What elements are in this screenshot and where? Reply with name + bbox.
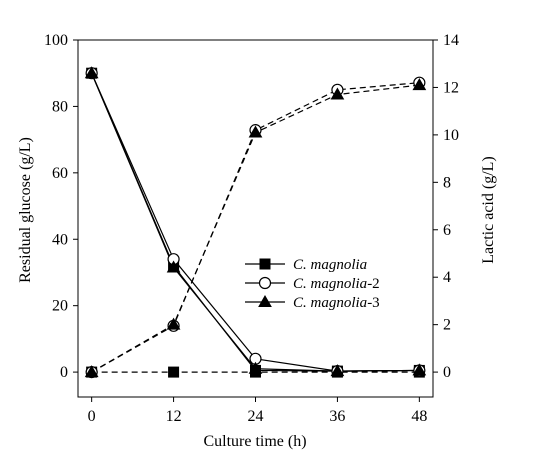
glucose-line-square [91,72,420,372]
glucose-point-triangle [166,260,181,273]
x-tick-label: 48 [411,408,427,425]
lactic-point-triangle [330,87,345,100]
x-ticks: 0 12 24 36 48 [88,397,427,425]
y-right-tick-label: 12 [443,79,459,96]
lactic-point-triangle [84,365,99,378]
lactic-point-triangle [412,78,427,91]
y-right-tick-label: 10 [443,127,459,144]
y-right-ticks: 0 2 4 6 8 10 12 14 [433,32,459,381]
legend-marker-square [259,258,271,270]
glucose-point-triangle [412,363,427,376]
y-right-tick-label: 6 [443,222,451,239]
y-right-tick-label: 2 [443,317,451,334]
x-tick-label: 24 [248,408,264,425]
lactic-line-circle [91,82,420,373]
plot-frame [77,39,434,398]
y-left-tick-label: 60 [52,165,68,182]
y-right-tick-label: 8 [443,174,451,191]
y-left-tick-label: 100 [44,32,68,49]
glucose-point-triangle [248,361,263,374]
y-right-tick-label: 14 [443,32,459,49]
glucose-point-triangle [84,66,99,79]
legend-marker-circle [258,276,272,290]
y-left-tick-label: 0 [60,364,68,381]
y-right-axis-title: Lactic acid (g/L) [480,156,497,264]
legend-label-circle: C. magnolia-2 [293,276,380,292]
y-left-axis-title: Residual glucose (g/L) [17,137,34,283]
glucose-point-triangle [330,364,345,377]
legend-label-triangle: C. magnolia-3 [293,295,380,311]
x-tick-label: 12 [166,408,182,425]
x-axis-title: Culture time (h) [203,433,306,450]
y-right-tick-label: 0 [443,364,451,381]
series-lines [91,72,420,373]
legend: C. magnolia C. magnolia-2 C. magnolia-3 [245,257,380,311]
y-left-ticks: 0 20 40 60 80 100 [44,32,78,381]
glucose-line-circle [91,72,420,372]
legend-label-square: C. magnolia [293,257,367,273]
legend-marker-triangle [258,294,272,307]
y-right-tick-label: 4 [443,269,451,286]
x-tick-label: 36 [329,408,345,425]
glucose-line-triangle [91,72,420,372]
lactic-point-triangle [248,125,263,138]
y-left-tick-label: 40 [52,231,68,248]
y-left-tick-label: 80 [52,98,68,115]
lactic-point-triangle [166,317,181,330]
series-markers [84,66,427,379]
plot-border [77,39,434,398]
x-tick-label: 0 [88,408,96,425]
y-left-tick-label: 20 [52,298,68,315]
lactic-point-square [168,366,180,378]
